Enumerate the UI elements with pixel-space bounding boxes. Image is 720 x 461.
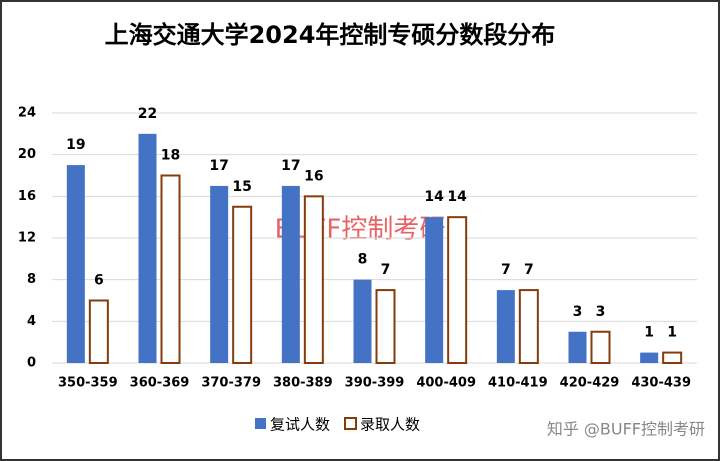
value-label: 6: [94, 273, 104, 289]
watermark: BUFF控制考研: [275, 215, 446, 245]
bar: [66, 165, 85, 363]
legend-swatch: [344, 417, 357, 430]
x-tick-label: 400-409: [416, 376, 476, 391]
value-label: 1: [644, 325, 654, 341]
value-label: 22: [138, 106, 157, 122]
value-label: 16: [304, 168, 323, 184]
legend-swatch: [255, 418, 266, 429]
y-tick-label: 12: [18, 231, 36, 246]
value-label: 3: [596, 304, 606, 320]
bar: [210, 185, 229, 363]
bar: [160, 174, 181, 364]
value-label: 19: [66, 137, 85, 153]
x-tick-label: 420-429: [560, 376, 620, 391]
bar: [447, 216, 468, 364]
value-label: 7: [524, 262, 534, 278]
y-tick-label: 8: [27, 272, 36, 287]
value-label: 14: [447, 189, 467, 205]
value-label: 1: [667, 325, 677, 341]
x-tick-label: 380-389: [273, 376, 333, 391]
bar: [88, 299, 109, 364]
bar: [281, 185, 300, 363]
y-tick-label: 16: [18, 189, 36, 204]
bar: [496, 290, 515, 363]
bar: [640, 352, 659, 363]
bar: [518, 289, 539, 365]
y-tick-label: 0: [27, 356, 36, 371]
bar: [662, 351, 683, 365]
legend-label: 复试人数: [270, 416, 330, 434]
legend-label: 录取人数: [360, 416, 420, 434]
y-tick-label: 24: [18, 106, 36, 121]
bar: [138, 133, 157, 363]
value-label: 17: [281, 158, 300, 174]
value-label: 14: [424, 189, 444, 205]
value-label: 7: [381, 262, 391, 278]
chart-title: 上海交通大学2024年控制专硕分数段分布: [105, 21, 556, 49]
bar: [303, 195, 324, 364]
value-label: 17: [209, 158, 228, 174]
x-tick-label: 350-359: [58, 376, 118, 391]
value-label: 3: [573, 304, 583, 320]
bar: [568, 331, 587, 363]
value-label: 8: [358, 252, 368, 268]
value-label: 15: [232, 179, 251, 195]
x-tick-label: 370-379: [201, 376, 261, 391]
bar: [375, 289, 396, 365]
bar: [232, 205, 253, 364]
x-tick-label: 410-419: [488, 376, 548, 391]
value-label: 7: [501, 262, 511, 278]
value-label: 18: [161, 148, 180, 164]
bar: [590, 330, 611, 364]
x-tick-label: 430-439: [631, 376, 691, 391]
x-tick-label: 390-399: [345, 376, 405, 391]
bar: [353, 279, 372, 363]
y-tick-label: 20: [18, 147, 36, 162]
source: 知乎 @BUFF控制考研: [547, 420, 705, 439]
y-tick-label: 4: [27, 314, 36, 329]
bar: [425, 217, 444, 363]
x-tick-label: 360-369: [130, 376, 190, 391]
